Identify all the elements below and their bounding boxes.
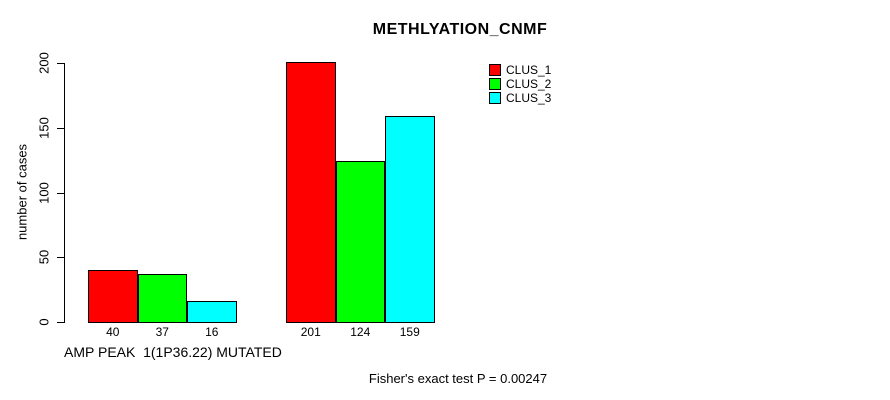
y-axis-tick-label: 200 [36,52,52,74]
legend-swatch-clus_1 [489,64,501,76]
y-axis-tick-label: 0 [36,318,52,326]
y-axis-tick [57,257,64,258]
legend-label: CLUS_2 [506,77,552,91]
bar-value-label: 16 [205,325,219,339]
legend-label: CLUS_3 [506,91,552,105]
legend-label: CLUS_1 [506,63,552,77]
bar-clus_3-group2 [385,116,435,323]
chart-title: METHLYATION_CNMF [372,21,548,38]
y-axis-tick [57,63,64,64]
y-axis-tick-label: 100 [36,182,52,204]
legend-swatch-clus_2 [489,78,501,90]
y-axis-tick [57,322,64,323]
y-axis-label: number of cases [14,143,30,241]
bar-value-label: 124 [350,325,371,339]
fisher-test-annotation: Fisher's exact test P = 0.00247 [368,371,548,386]
y-axis-tick-label: 50 [36,249,52,265]
x-axis-group-label: AMP PEAK 1(1P36.22) MUTATED [64,344,282,360]
bar-clus_2-group1 [137,274,187,323]
bar-value-label: 159 [399,325,420,339]
bar-value-label: 201 [300,325,321,339]
legend-swatch-clus_3 [489,92,501,104]
bar-value-label: 37 [155,325,169,339]
y-axis-line [64,63,65,323]
bar-clus_1-group2 [286,61,336,323]
bar-value-label: 40 [106,325,120,339]
y-axis-tick [57,193,64,194]
bar-clus_1-group1 [88,270,138,323]
y-axis-tick [57,128,64,129]
y-axis-tick-label: 150 [36,117,52,139]
bar-clus_2-group2 [335,161,385,323]
bar-clus_3-group1 [187,301,237,323]
